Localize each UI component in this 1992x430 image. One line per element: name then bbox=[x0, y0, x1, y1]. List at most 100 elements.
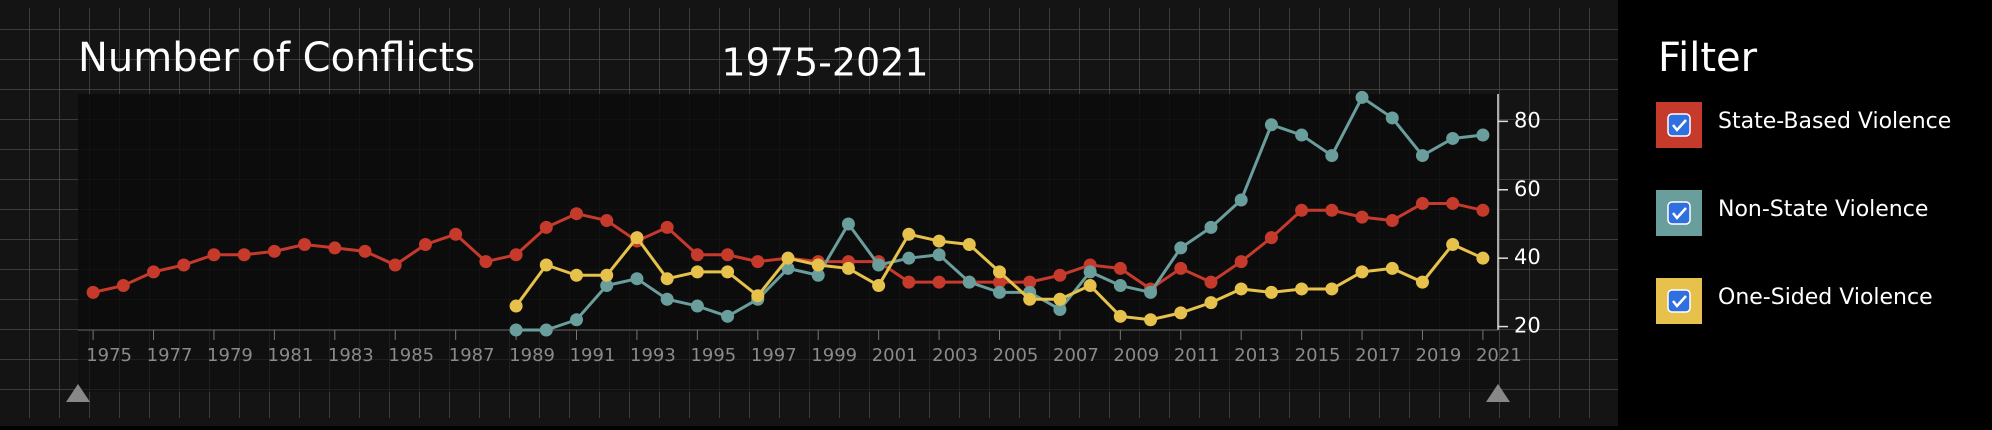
checkmark bbox=[1672, 207, 1687, 220]
chart-subtitle: 1975-2021 bbox=[721, 41, 928, 85]
data-point bbox=[1264, 231, 1278, 245]
data-point bbox=[690, 265, 704, 279]
legend-label[interactable]: State-Based Violence bbox=[1718, 109, 1951, 134]
range-handle[interactable] bbox=[66, 384, 90, 402]
data-point bbox=[1174, 261, 1188, 275]
checkmark bbox=[1672, 119, 1687, 132]
x-tick-label: 2015 bbox=[1295, 345, 1341, 366]
data-point bbox=[1083, 265, 1097, 279]
data-point bbox=[1415, 196, 1429, 210]
checkbox[interactable] bbox=[1667, 289, 1691, 313]
x-tick-label: 1987 bbox=[449, 345, 495, 366]
data-point bbox=[962, 275, 976, 289]
data-point bbox=[962, 237, 976, 251]
data-point bbox=[479, 255, 493, 269]
data-point bbox=[509, 323, 523, 337]
data-point bbox=[932, 248, 946, 262]
data-point bbox=[1053, 292, 1067, 306]
x-tick-label: 1993 bbox=[630, 345, 676, 366]
data-point bbox=[1144, 285, 1158, 299]
data-point bbox=[751, 289, 765, 303]
checkbox[interactable] bbox=[1667, 201, 1691, 225]
data-point bbox=[630, 272, 644, 286]
x-tick-label: 1997 bbox=[751, 345, 797, 366]
data-point bbox=[992, 265, 1006, 279]
data-point bbox=[1476, 128, 1490, 142]
data-point bbox=[1174, 241, 1188, 255]
data-point bbox=[1355, 265, 1369, 279]
data-point bbox=[539, 258, 553, 272]
y-tick-label: 40 bbox=[1514, 245, 1541, 269]
y-tick-label: 60 bbox=[1514, 177, 1541, 201]
data-point bbox=[600, 268, 614, 282]
data-point bbox=[841, 217, 855, 231]
data-point bbox=[1325, 203, 1339, 217]
data-point bbox=[1446, 196, 1460, 210]
data-point bbox=[1053, 302, 1067, 316]
data-point bbox=[509, 299, 523, 313]
data-point bbox=[1234, 255, 1248, 269]
data-point bbox=[1385, 261, 1399, 275]
range-handle[interactable] bbox=[1486, 384, 1510, 402]
data-point bbox=[418, 237, 432, 251]
data-point bbox=[690, 299, 704, 313]
data-point bbox=[1053, 268, 1067, 282]
data-point bbox=[1113, 261, 1127, 275]
x-tick-label: 1977 bbox=[147, 345, 193, 366]
data-point bbox=[267, 244, 281, 258]
data-point bbox=[1385, 111, 1399, 125]
x-tick-label: 2007 bbox=[1053, 345, 1099, 366]
data-point bbox=[1446, 237, 1460, 251]
x-tick-label: 1985 bbox=[388, 345, 434, 366]
data-point bbox=[932, 234, 946, 248]
data-point bbox=[1385, 214, 1399, 228]
legend-title: Filter bbox=[1658, 35, 1758, 81]
legend-label[interactable]: Non-State Violence bbox=[1718, 197, 1928, 222]
x-tick-label: 1979 bbox=[207, 345, 253, 366]
data-point bbox=[872, 279, 886, 293]
data-point bbox=[1234, 282, 1248, 296]
data-point bbox=[1264, 118, 1278, 132]
data-point bbox=[1234, 193, 1248, 207]
data-point bbox=[781, 251, 795, 265]
data-point bbox=[570, 207, 584, 221]
data-point bbox=[721, 265, 735, 279]
data-point bbox=[630, 231, 644, 245]
data-point bbox=[660, 272, 674, 286]
y-tick-label: 80 bbox=[1514, 108, 1541, 132]
legend-label[interactable]: One-Sided Violence bbox=[1718, 285, 1933, 310]
data-point bbox=[992, 275, 1006, 289]
data-point bbox=[177, 258, 191, 272]
data-point bbox=[932, 275, 946, 289]
data-point bbox=[600, 279, 614, 293]
data-point bbox=[841, 261, 855, 275]
data-point bbox=[1083, 279, 1097, 293]
data-point bbox=[147, 265, 161, 279]
data-point bbox=[811, 268, 825, 282]
x-tick-label: 1981 bbox=[267, 345, 313, 366]
data-point bbox=[1325, 282, 1339, 296]
data-point bbox=[1204, 275, 1218, 289]
chart-title: Number of Conflicts bbox=[78, 35, 475, 81]
x-tick-label: 2021 bbox=[1476, 345, 1522, 366]
data-point bbox=[116, 279, 130, 293]
data-point bbox=[1023, 275, 1037, 289]
data-point bbox=[721, 309, 735, 323]
data-point bbox=[902, 275, 916, 289]
data-point bbox=[660, 220, 674, 234]
data-point bbox=[781, 261, 795, 275]
checkbox[interactable] bbox=[1667, 113, 1691, 137]
data-point bbox=[1264, 285, 1278, 299]
data-point bbox=[1295, 203, 1309, 217]
y-tick-label: 20 bbox=[1514, 314, 1541, 338]
data-point bbox=[539, 220, 553, 234]
data-point bbox=[660, 292, 674, 306]
data-point bbox=[1204, 296, 1218, 310]
x-tick-label: 2011 bbox=[1174, 345, 1220, 366]
data-point bbox=[358, 244, 372, 258]
data-point bbox=[570, 313, 584, 327]
data-point bbox=[1446, 131, 1460, 145]
x-tick-label: 1999 bbox=[811, 345, 857, 366]
data-point bbox=[1113, 309, 1127, 323]
